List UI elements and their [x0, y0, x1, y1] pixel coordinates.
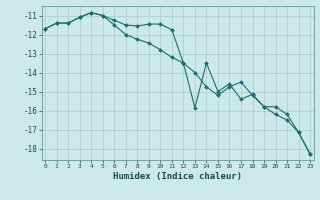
- X-axis label: Humidex (Indice chaleur): Humidex (Indice chaleur): [113, 172, 242, 181]
